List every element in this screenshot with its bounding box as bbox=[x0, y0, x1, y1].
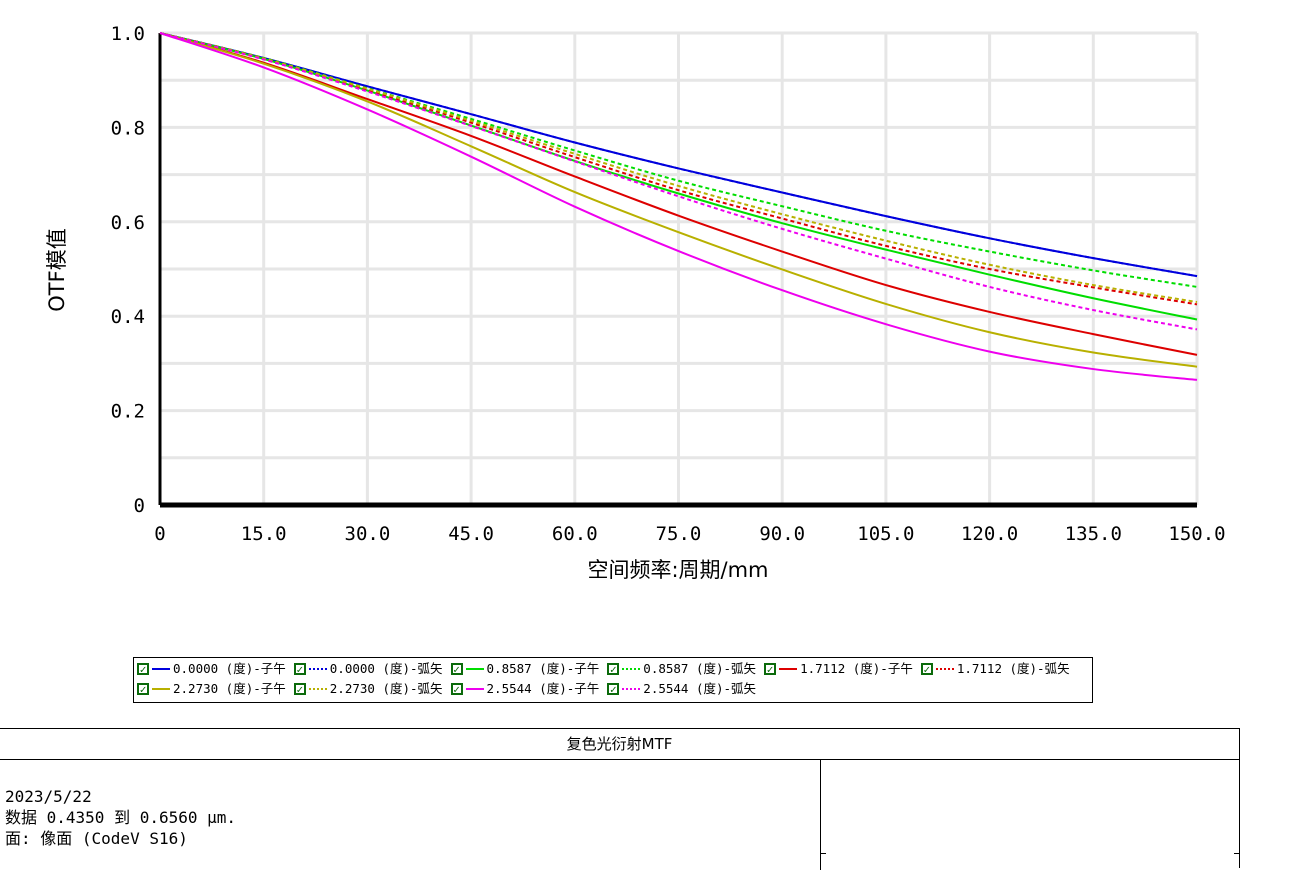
series-line-8 bbox=[159, 32, 1198, 381]
legend-label: 0.0000 (度)-弧矢 bbox=[329, 661, 443, 676]
x-tick-label: 30.0 bbox=[345, 523, 391, 545]
legend-swatch bbox=[935, 668, 954, 670]
legend-item[interactable]: ✓ 1.7112 (度)-弧矢 bbox=[920, 659, 1070, 679]
chart-series bbox=[159, 32, 1198, 381]
legend-item[interactable]: ✓ 2.5544 (度)-弧矢 bbox=[607, 679, 756, 699]
legend-label: 1.7112 (度)-子午 bbox=[800, 661, 913, 676]
info-panel: 复色光衍射MTF 2023/5/22 数据 0.4350 到 0.6560 μm… bbox=[0, 728, 1240, 870]
legend-checkbox-icon[interactable]: ✓ bbox=[450, 683, 463, 695]
series-line-7 bbox=[159, 32, 1198, 304]
chart-tick-labels: 0 15.0 30.0 45.0 60.0 75.0 90.0 105.0 120.0 135.0… bbox=[111, 23, 1226, 545]
y-tick-label: 1.0 bbox=[111, 23, 145, 45]
legend-swatch bbox=[465, 688, 484, 690]
y-tick-label: 0.2 bbox=[111, 401, 145, 423]
legend-checkbox-icon[interactable]: ✓ bbox=[293, 683, 306, 695]
x-tick-label: 60.0 bbox=[552, 523, 598, 545]
x-tick-label: 0 bbox=[154, 523, 165, 545]
legend-swatch bbox=[152, 668, 170, 670]
legend-label: 2.2730 (度)-弧矢 bbox=[329, 681, 443, 696]
legend-swatch bbox=[465, 668, 484, 670]
legend-checkbox-icon[interactable]: ✓ bbox=[764, 663, 777, 675]
x-tick-label: 75.0 bbox=[656, 523, 702, 545]
legend-item[interactable]: ✓ 2.5544 (度)-子午 bbox=[450, 679, 600, 699]
legend-checkbox-icon[interactable]: ✓ bbox=[137, 663, 149, 675]
x-tick-label: 105.0 bbox=[857, 523, 914, 545]
legend-swatch bbox=[622, 688, 641, 690]
legend-swatch bbox=[308, 668, 327, 670]
legend-swatch bbox=[779, 668, 798, 670]
legend-swatch bbox=[152, 688, 170, 690]
legend-checkbox-icon[interactable]: ✓ bbox=[450, 663, 463, 675]
legend-label: 2.2730 (度)-子午 bbox=[173, 681, 286, 696]
info-divider bbox=[820, 760, 821, 870]
x-tick-label: 150.0 bbox=[1168, 523, 1225, 545]
legend-item[interactable]: ✓ 0.0000 (度)-弧矢 bbox=[293, 659, 443, 679]
x-tick-label: 120.0 bbox=[961, 523, 1018, 545]
info-surface: 面: 像面 (CodeV S16) bbox=[5, 829, 188, 848]
legend-label: 2.5544 (度)-弧矢 bbox=[643, 681, 757, 696]
legend-item[interactable]: ✓ 0.0000 (度)-子午 bbox=[137, 659, 286, 679]
series-line-1 bbox=[159, 32, 1198, 278]
legend-label: 0.8587 (度)-子午 bbox=[486, 661, 600, 676]
series-line-6 bbox=[159, 32, 1198, 368]
y-tick-label: 0.4 bbox=[111, 306, 145, 328]
x-tick-label: 135.0 bbox=[1065, 523, 1122, 545]
legend-item[interactable]: ✓ 2.2730 (度)-弧矢 bbox=[293, 679, 443, 699]
legend-label: 2.5544 (度)-子午 bbox=[486, 681, 600, 696]
info-title: 复色光衍射MTF bbox=[0, 729, 1239, 760]
x-tick-label: 45.0 bbox=[448, 523, 494, 545]
legend-label: 0.8587 (度)-弧矢 bbox=[643, 661, 757, 676]
series-line-4 bbox=[159, 32, 1198, 356]
legend-swatch bbox=[308, 688, 327, 690]
y-tick-label: 0.8 bbox=[111, 117, 145, 139]
legend-checkbox-icon[interactable]: ✓ bbox=[607, 663, 620, 675]
legend-checkbox-icon[interactable]: ✓ bbox=[607, 683, 620, 695]
info-date: 2023/5/22 bbox=[5, 787, 92, 806]
series-line-9 bbox=[159, 32, 1198, 331]
legend-label: 1.7112 (度)-弧矢 bbox=[956, 661, 1070, 676]
legend-item[interactable]: ✓ 0.8587 (度)-弧矢 bbox=[607, 659, 756, 679]
x-axis-title: 空间频率:周期/mm bbox=[587, 558, 768, 582]
legend-label: 0.0000 (度)-子午 bbox=[173, 661, 286, 676]
legend-checkbox-icon[interactable]: ✓ bbox=[293, 663, 306, 675]
legend-checkbox-icon[interactable]: ✓ bbox=[137, 683, 149, 695]
info-tick-left bbox=[820, 853, 826, 854]
info-tick-right bbox=[1234, 853, 1240, 854]
info-text: 2023/5/22 数据 0.4350 到 0.6560 μm. 面: 像面 (… bbox=[5, 786, 236, 849]
series-line-3 bbox=[159, 32, 1198, 288]
mtf-chart: 0 15.0 30.0 45.0 60.0 75.0 90.0 105.0 120.0 135.0… bbox=[45, 23, 1226, 582]
chart-legend: ✓ 0.0000 (度)-子午 ✓ 0.0000 (度)-弧矢 ✓ 0.8587 (度)-… bbox=[133, 657, 1093, 703]
legend-checkbox-icon[interactable]: ✓ bbox=[920, 663, 933, 675]
x-tick-label: 15.0 bbox=[241, 523, 287, 545]
chart-grid bbox=[158, 31, 1199, 505]
legend-swatch bbox=[622, 668, 641, 670]
y-tick-label: 0.6 bbox=[111, 212, 145, 234]
chart-axes bbox=[158, 33, 1197, 508]
legend-item[interactable]: ✓ 2.2730 (度)-子午 bbox=[137, 679, 286, 699]
x-tick-label: 90.0 bbox=[759, 523, 805, 545]
info-wavelength: 数据 0.4350 到 0.6560 μm. bbox=[5, 808, 237, 827]
legend-item[interactable]: ✓ 0.8587 (度)-子午 bbox=[450, 659, 600, 679]
legend-item[interactable]: ✓ 1.7112 (度)-子午 bbox=[764, 659, 913, 679]
y-axis-title: OTF模值 bbox=[45, 228, 69, 311]
y-tick-label: 0 bbox=[134, 495, 145, 517]
